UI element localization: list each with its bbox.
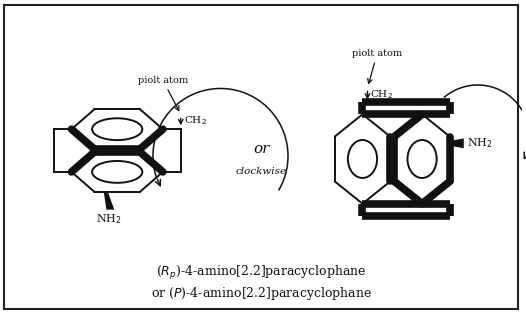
- Text: CH$_2$: CH$_2$: [184, 114, 207, 127]
- Text: ($R_p$)-4-amino[2.2]paracyclophane: ($R_p$)-4-amino[2.2]paracyclophane: [156, 264, 367, 282]
- Text: clockwise: clockwise: [236, 167, 287, 176]
- Text: CH$_2$: CH$_2$: [370, 88, 393, 101]
- Polygon shape: [104, 192, 114, 210]
- Text: NH$_2$: NH$_2$: [467, 137, 492, 150]
- Polygon shape: [448, 138, 464, 148]
- Text: NH$_2$: NH$_2$: [96, 213, 121, 226]
- Text: piolt atom: piolt atom: [138, 75, 188, 111]
- Text: piolt atom: piolt atom: [352, 49, 402, 84]
- Text: or ($P$)-4-amino[2.2]paracyclophane: or ($P$)-4-amino[2.2]paracyclophane: [150, 284, 372, 301]
- Text: or: or: [253, 142, 269, 156]
